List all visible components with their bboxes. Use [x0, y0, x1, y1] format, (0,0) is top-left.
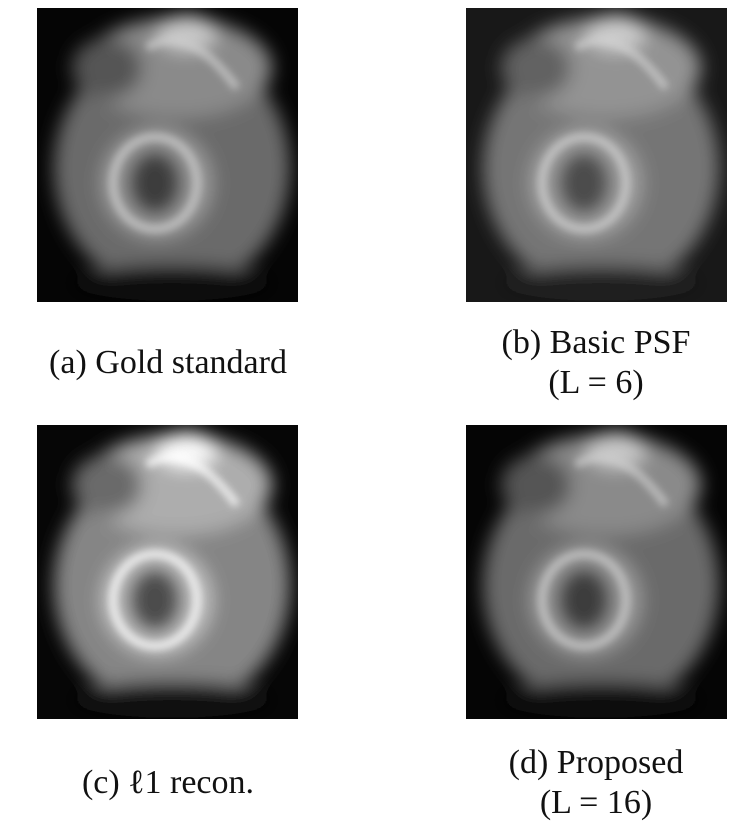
caption: (c) ℓ1 recon. [82, 764, 254, 801]
caption: (L = 6) [548, 364, 643, 401]
figure: (a) Gold standard (b) Basic PSF(L = 6) (c)… [0, 0, 729, 838]
image-c [37, 425, 298, 719]
image-a [37, 8, 298, 302]
image-b [466, 8, 727, 302]
image-d [466, 425, 727, 719]
caption: (d) Proposed [509, 744, 684, 781]
caption: (a) Gold standard [49, 344, 287, 381]
caption: (b) Basic PSF [502, 324, 691, 361]
caption: (L = 16) [540, 784, 652, 821]
page: (a) Gold standard (b) Basic PSF(L = 6) (c)… [0, 0, 729, 838]
